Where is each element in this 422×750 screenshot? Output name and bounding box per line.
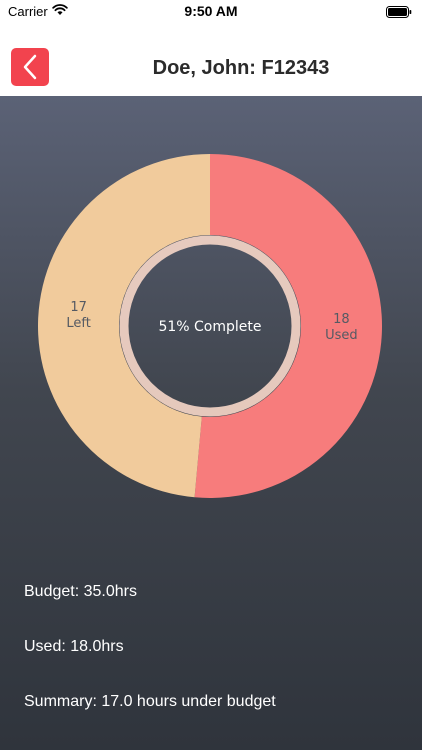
carrier-label: Carrier bbox=[8, 4, 48, 19]
clock-time: 9:50 AM bbox=[184, 3, 238, 19]
slice-label-used: 18 Used bbox=[325, 312, 358, 343]
slice-used bbox=[194, 154, 383, 499]
chevron-left-icon bbox=[23, 54, 37, 80]
main-content: 51% Complete 18 Used 17 Left Budget: 35.0hr… bbox=[0, 96, 422, 750]
budget-text: Budget: 35.0hrs bbox=[24, 583, 137, 600]
summary-text: Summary: 17.0 hours under budget bbox=[24, 693, 276, 710]
donut-chart: 51% Complete 18 Used 17 Left bbox=[38, 153, 383, 499]
slice-left bbox=[38, 153, 211, 498]
page-title: Doe, John: F12343 bbox=[152, 57, 330, 79]
back-button[interactable] bbox=[11, 48, 49, 86]
center-label: 51% Complete bbox=[158, 319, 261, 335]
used-text: Used: 18.0hrs bbox=[24, 638, 124, 655]
nav-bar: Doe, John: F12343 bbox=[0, 24, 422, 96]
slice-label-left: 17 Left bbox=[66, 300, 90, 331]
status-bar: Carrier 9:50 AM bbox=[0, 0, 422, 24]
chart-inner-ring bbox=[119, 235, 301, 417]
wifi-icon bbox=[52, 4, 68, 15]
battery-icon bbox=[386, 6, 412, 18]
